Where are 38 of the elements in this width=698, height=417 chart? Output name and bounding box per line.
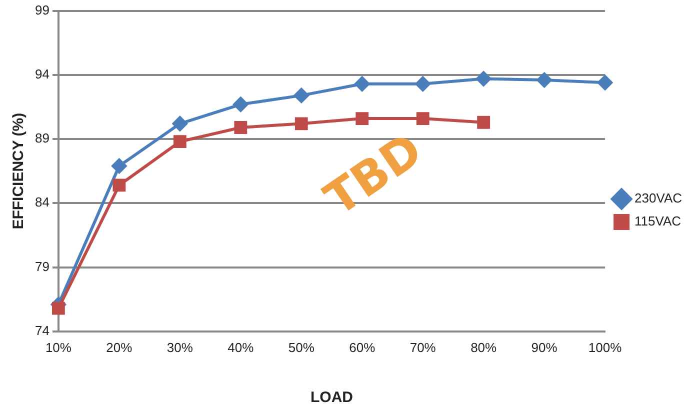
point	[598, 75, 613, 90]
point	[416, 112, 430, 125]
point	[356, 112, 369, 125]
point	[173, 135, 186, 148]
point	[112, 178, 126, 192]
y-tick-label: 94	[34, 66, 50, 82]
x-tick-label: 90%	[531, 340, 558, 355]
y-axis-title: EFFICIENCY (%)	[10, 112, 28, 230]
x-tick-label: 20%	[106, 340, 133, 355]
y-tick-label: 99	[34, 2, 50, 18]
x-tick-label: 30%	[166, 340, 194, 355]
x-tick-label: 70%	[410, 340, 436, 355]
legend-label: 230VAC	[634, 190, 682, 206]
point	[476, 71, 492, 86]
x-tick-label: 60%	[349, 340, 376, 355]
point	[294, 117, 308, 130]
point	[415, 76, 430, 92]
y-tick-label: 79	[34, 258, 50, 274]
point	[536, 72, 552, 88]
point	[172, 116, 188, 132]
x-axis-title: LOAD	[310, 389, 354, 406]
annotation: TBD	[314, 122, 432, 226]
x-tick-label: 40%	[228, 340, 254, 355]
point	[294, 88, 309, 103]
x-tick-label: 50%	[288, 340, 315, 355]
point	[52, 302, 65, 315]
y-tick-label: 84	[34, 194, 50, 210]
point	[477, 116, 490, 129]
y-tick-label: 74	[34, 322, 50, 338]
x-tick-label: 80%	[470, 340, 498, 355]
point	[233, 96, 248, 112]
y-tick-label: 89	[34, 130, 50, 146]
legend-label: 115VAC	[634, 214, 682, 229]
point	[354, 76, 370, 92]
x-tick-label: 100%	[588, 340, 622, 355]
x-tick-label: 10%	[45, 340, 72, 355]
point	[112, 158, 127, 174]
point	[234, 121, 248, 134]
